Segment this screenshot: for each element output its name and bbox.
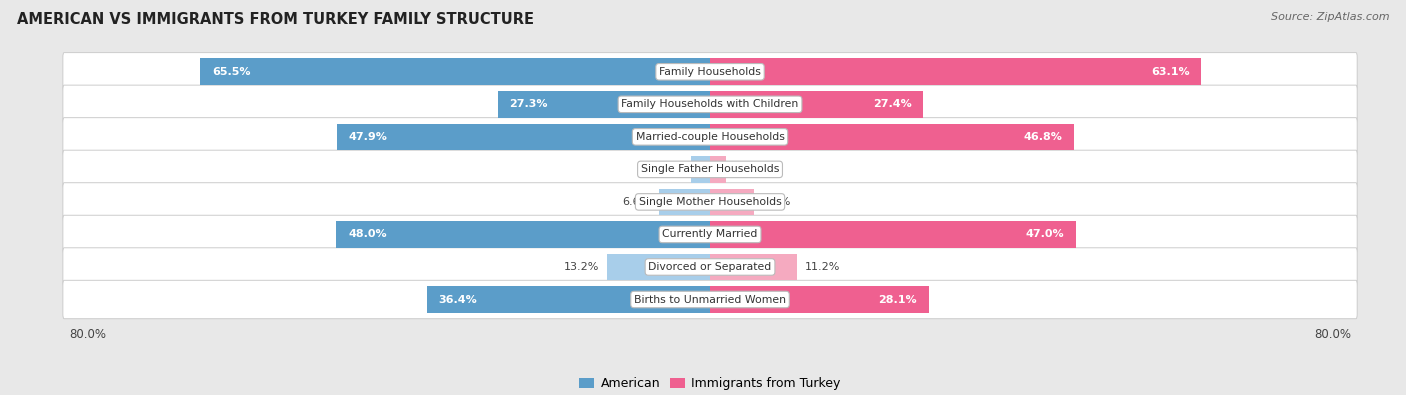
Bar — [710, 221, 1076, 248]
Bar — [607, 254, 710, 280]
Text: Single Father Households: Single Father Households — [641, 164, 779, 174]
Text: Single Mother Households: Single Mother Households — [638, 197, 782, 207]
Text: 13.2%: 13.2% — [564, 262, 599, 272]
Bar — [710, 124, 1074, 150]
Text: 47.9%: 47.9% — [349, 132, 388, 142]
FancyBboxPatch shape — [63, 150, 1357, 188]
Text: Divorced or Separated: Divorced or Separated — [648, 262, 772, 272]
Text: 36.4%: 36.4% — [439, 295, 477, 305]
Bar — [710, 254, 797, 280]
Text: 65.5%: 65.5% — [212, 67, 250, 77]
Text: AMERICAN VS IMMIGRANTS FROM TURKEY FAMILY STRUCTURE: AMERICAN VS IMMIGRANTS FROM TURKEY FAMIL… — [17, 12, 534, 27]
Bar — [200, 58, 710, 85]
FancyBboxPatch shape — [63, 85, 1357, 124]
Text: 48.0%: 48.0% — [349, 229, 387, 239]
Bar — [336, 221, 710, 248]
Text: 6.6%: 6.6% — [623, 197, 651, 207]
FancyBboxPatch shape — [63, 215, 1357, 254]
Text: 2.0%: 2.0% — [734, 164, 762, 174]
Text: 27.4%: 27.4% — [873, 99, 911, 109]
Text: Currently Married: Currently Married — [662, 229, 758, 239]
Text: 63.1%: 63.1% — [1152, 67, 1189, 77]
Bar — [710, 286, 929, 313]
Text: Family Households with Children: Family Households with Children — [621, 99, 799, 109]
Bar — [710, 58, 1201, 85]
FancyBboxPatch shape — [63, 53, 1357, 91]
Text: 5.7%: 5.7% — [762, 197, 790, 207]
Bar — [710, 188, 755, 215]
Text: Married-couple Households: Married-couple Households — [636, 132, 785, 142]
Text: 28.1%: 28.1% — [879, 295, 917, 305]
Bar — [710, 156, 725, 183]
Text: 2.4%: 2.4% — [655, 164, 683, 174]
Text: Source: ZipAtlas.com: Source: ZipAtlas.com — [1271, 12, 1389, 22]
FancyBboxPatch shape — [63, 280, 1357, 319]
Text: 46.8%: 46.8% — [1024, 132, 1063, 142]
FancyBboxPatch shape — [63, 248, 1357, 286]
Bar — [427, 286, 710, 313]
Bar — [498, 91, 710, 118]
FancyBboxPatch shape — [63, 183, 1357, 221]
Text: Births to Unmarried Women: Births to Unmarried Women — [634, 295, 786, 305]
Legend: American, Immigrants from Turkey: American, Immigrants from Turkey — [574, 372, 846, 395]
Bar — [658, 188, 710, 215]
Bar — [337, 124, 710, 150]
Bar — [692, 156, 710, 183]
Text: Family Households: Family Households — [659, 67, 761, 77]
FancyBboxPatch shape — [63, 118, 1357, 156]
Text: 27.3%: 27.3% — [509, 99, 548, 109]
Text: 47.0%: 47.0% — [1025, 229, 1064, 239]
Text: 11.2%: 11.2% — [806, 262, 841, 272]
Bar — [710, 91, 924, 118]
